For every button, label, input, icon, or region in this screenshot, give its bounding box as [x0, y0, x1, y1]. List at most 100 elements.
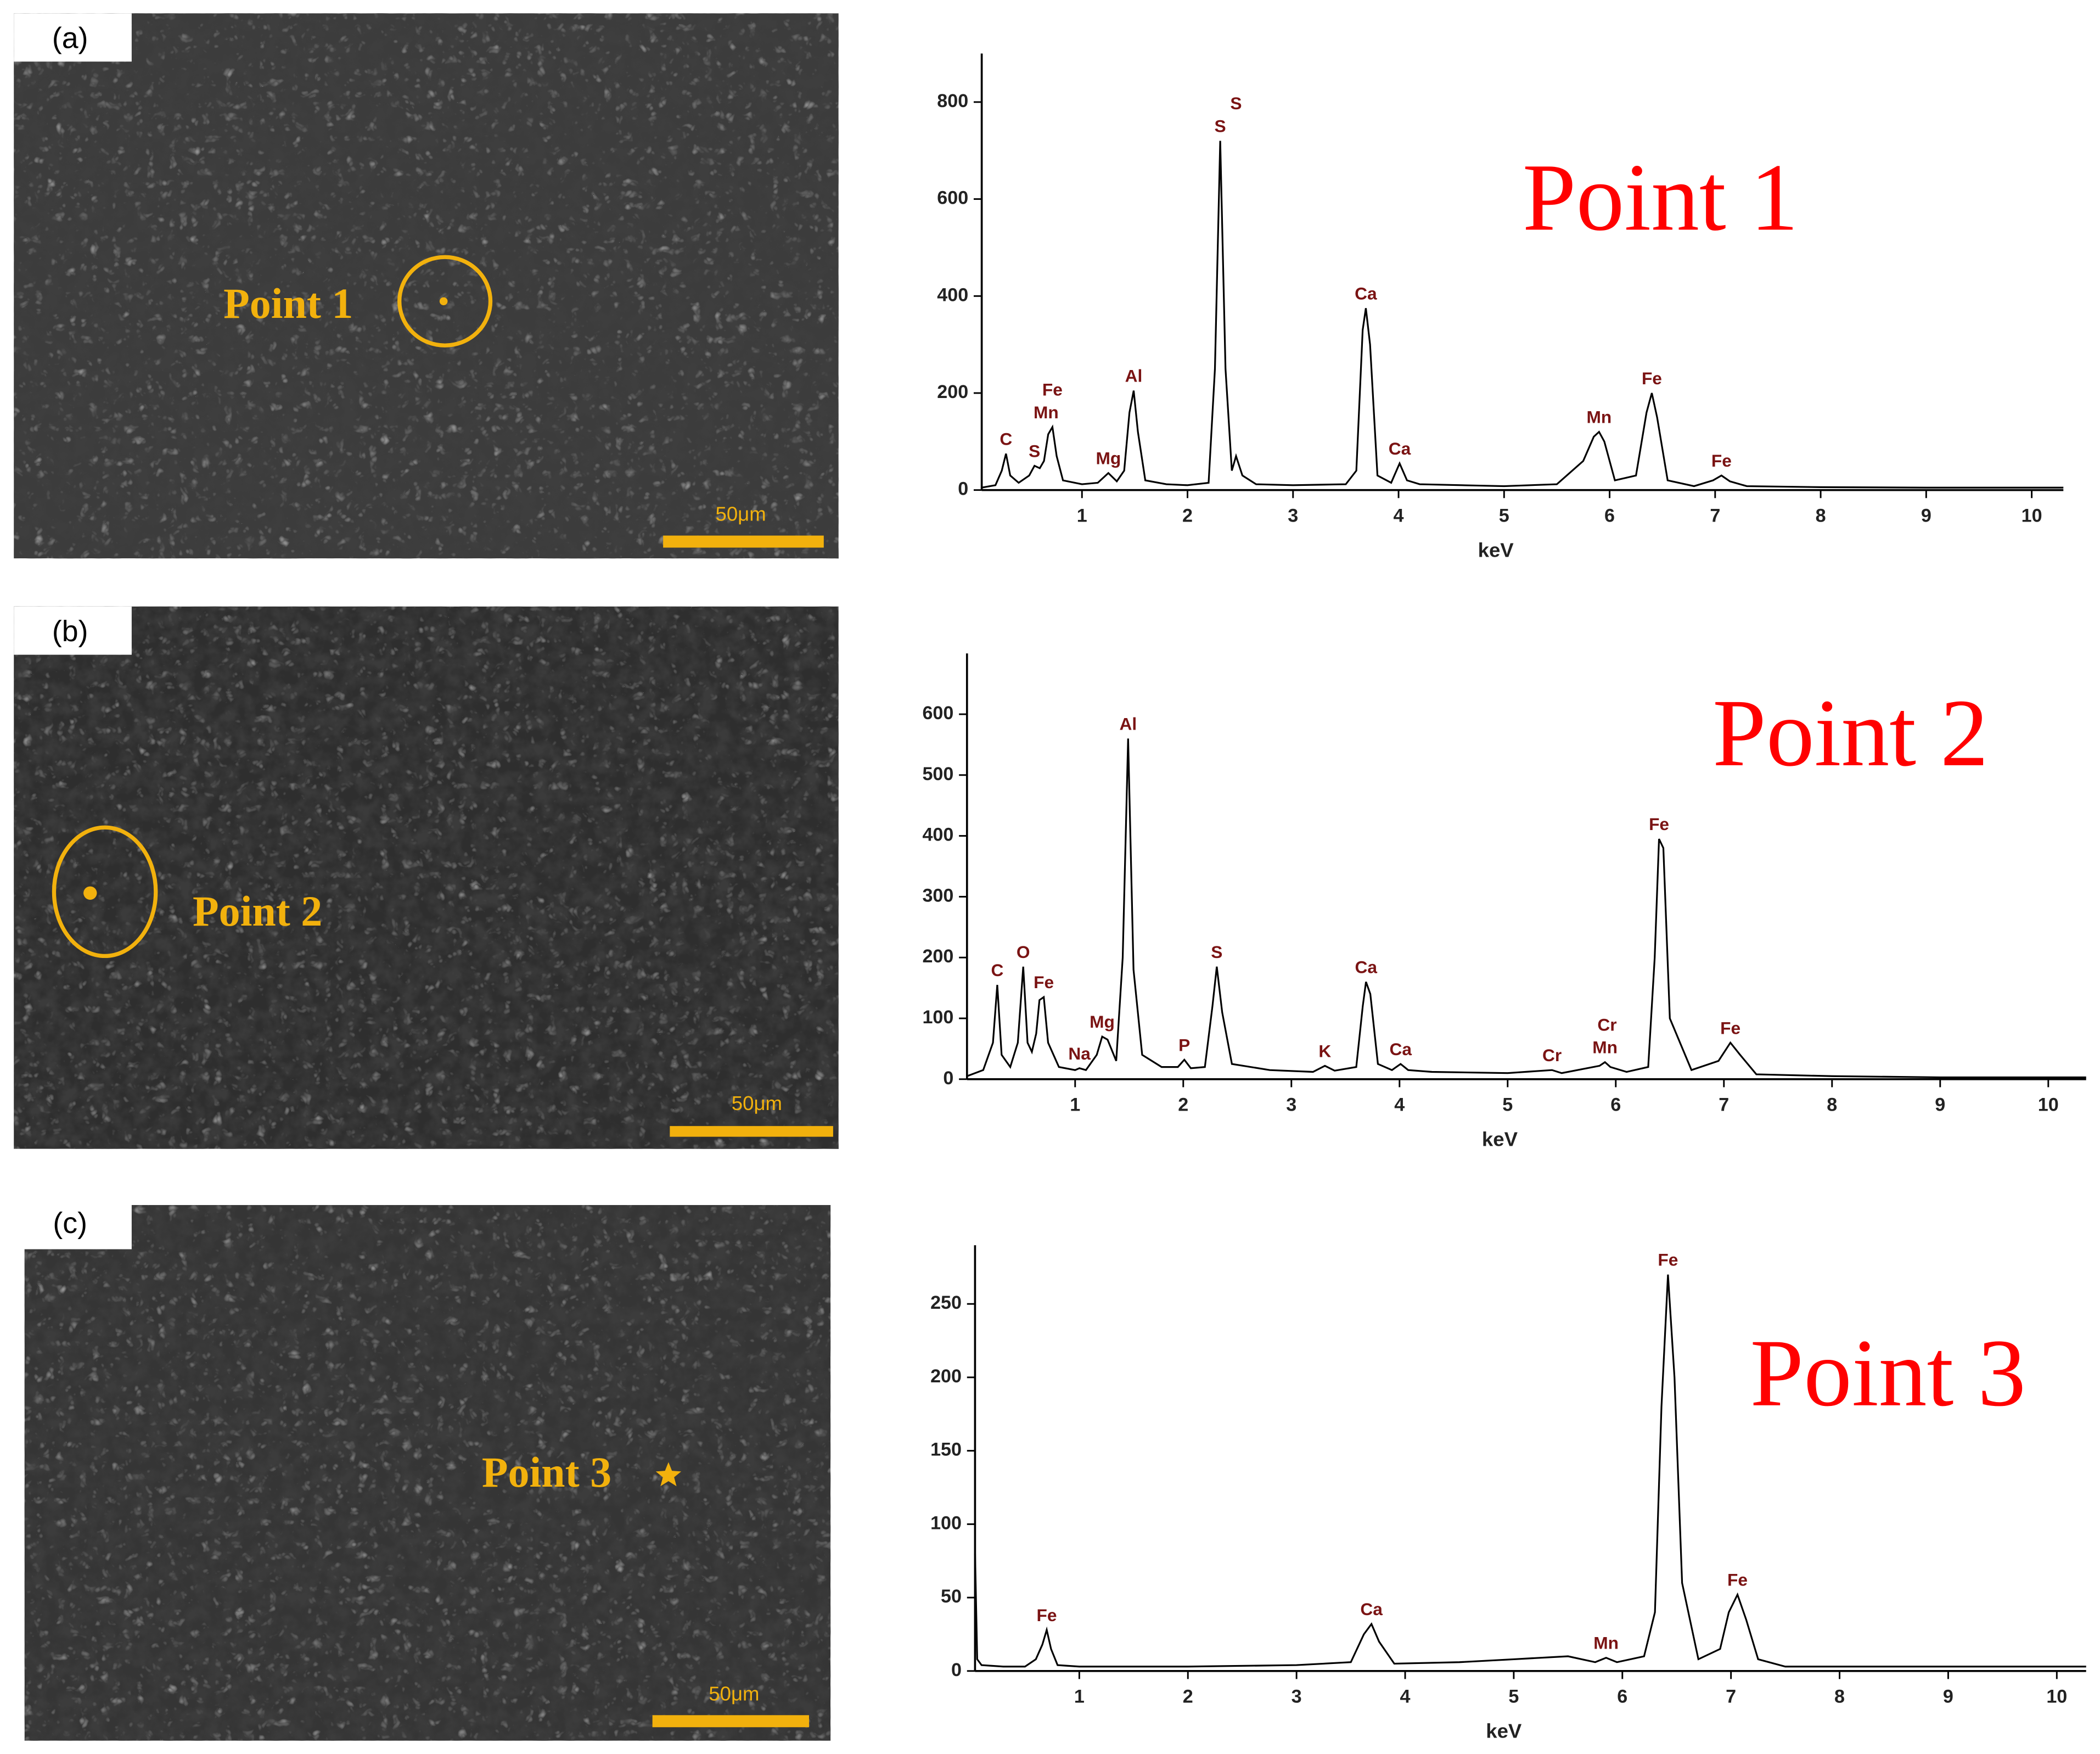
point-circle [397, 255, 493, 348]
peak-label: Fe [1042, 379, 1063, 399]
x-tick-label: 2 [1178, 1095, 1188, 1116]
peak-label: S [1230, 93, 1242, 113]
peak-label: S [1215, 116, 1226, 136]
y-tick-label: 600 [937, 188, 968, 209]
x-tick-label: 9 [1921, 505, 1931, 526]
x-tick-label: 4 [1400, 1686, 1411, 1707]
y-tick-label: 200 [930, 1366, 962, 1387]
x-tick-label: 10 [2038, 1095, 2059, 1116]
peak-label: Fe [1727, 1570, 1748, 1590]
peak-label: Ca [1360, 1599, 1383, 1619]
label-box [14, 606, 132, 655]
x-tick-label: 5 [1508, 1686, 1519, 1707]
y-tick-label: 250 [930, 1292, 962, 1313]
x-axis-title: keV [1478, 539, 1514, 561]
y-tick-label: 400 [922, 825, 953, 845]
peak-label: Ca [1389, 439, 1411, 458]
y-tick-label: 50 [941, 1586, 962, 1607]
point-label: Point 2 [193, 887, 322, 935]
panel-label: (b) [52, 615, 88, 648]
y-tick-label: 100 [930, 1512, 962, 1533]
y-tick-label: 400 [937, 284, 968, 305]
y-tick-label: 500 [922, 764, 953, 784]
peak-label: Ca [1389, 1039, 1412, 1059]
peak-label: K [1318, 1041, 1331, 1061]
scale-bar [652, 1715, 809, 1728]
peak-label: Al [1125, 366, 1143, 386]
x-tick-label: 6 [1604, 505, 1615, 526]
scale-bar [663, 535, 824, 548]
x-tick-label: 3 [1288, 505, 1298, 526]
peak-label: O [1017, 942, 1030, 962]
scale-bar [670, 1126, 833, 1137]
x-tick-label: 3 [1292, 1686, 1302, 1707]
peak-label: Mg [1090, 1012, 1115, 1032]
y-tick-label: 200 [922, 946, 953, 967]
peak-label: S [1029, 441, 1040, 461]
peak-label: P [1178, 1035, 1190, 1055]
peak-label: Fe [1649, 814, 1669, 834]
x-tick-label: 7 [1726, 1686, 1736, 1707]
x-tick-label: 7 [1719, 1095, 1729, 1116]
peak-label: Fe [1720, 1018, 1740, 1038]
peak-label: Fe [1037, 1605, 1057, 1625]
panel-label: (a) [52, 21, 88, 54]
x-tick-label: 3 [1286, 1095, 1296, 1116]
spectrum-line [967, 738, 2086, 1079]
y-tick-label: 0 [951, 1660, 962, 1680]
peak-label: Cr [1542, 1045, 1562, 1065]
point-dot [83, 886, 97, 900]
x-tick-label: 2 [1183, 1686, 1193, 1707]
label-box [14, 13, 132, 62]
sem-image [14, 13, 839, 559]
y-tick-label: 600 [922, 703, 953, 724]
spectrum-line [981, 141, 2064, 489]
y-tick-label: 300 [922, 885, 953, 906]
x-axis-title: keV [1486, 1720, 1522, 1742]
x-tick-label: 10 [2022, 505, 2042, 526]
peak-label: C [1000, 429, 1012, 449]
y-tick-label: 800 [937, 91, 968, 111]
label-box [14, 1201, 132, 1249]
spectrum-title: Point 3 [1750, 1320, 2026, 1426]
x-tick-label: 8 [1827, 1095, 1837, 1116]
point-circle [52, 825, 158, 959]
y-tick-label: 0 [958, 479, 968, 500]
peak-label: Al [1119, 714, 1137, 733]
peak-label: Mn [1593, 1633, 1619, 1653]
x-tick-label: 6 [1610, 1095, 1621, 1116]
x-tick-label: 1 [1077, 505, 1087, 526]
x-tick-label: 4 [1394, 1095, 1405, 1116]
peak-label: Mn [1586, 407, 1612, 427]
x-tick-label: 1 [1070, 1095, 1080, 1116]
point-label: Point 3 [482, 1448, 611, 1496]
x-tick-label: 4 [1394, 505, 1404, 526]
peak-label: Fe [1034, 972, 1054, 992]
peak-label: Na [1068, 1044, 1091, 1063]
peak-label: Ca [1355, 283, 1377, 303]
sem-image [24, 1205, 831, 1741]
y-tick-label: 200 [937, 382, 968, 402]
x-tick-label: 5 [1499, 505, 1509, 526]
sem-image [14, 606, 839, 1149]
x-tick-label: 7 [1710, 505, 1720, 526]
peak-label: Fe [1658, 1250, 1678, 1270]
scale-label: 50μm [715, 503, 766, 525]
peak-label: Mn [1592, 1038, 1618, 1057]
x-tick-label: 10 [2046, 1686, 2067, 1707]
spectrum-line [974, 1274, 2086, 1668]
peak-label: C [991, 960, 1004, 980]
x-tick-label: 5 [1502, 1095, 1513, 1116]
x-tick-label: 9 [1935, 1095, 1945, 1116]
peak-label: Fe [1642, 368, 1662, 388]
peak-label: S [1211, 942, 1222, 962]
spectrum-title: Point 2 [1712, 680, 1989, 786]
scale-label: 50μm [709, 1682, 759, 1705]
x-tick-label: 9 [1943, 1686, 1953, 1707]
panel-label: (c) [53, 1207, 87, 1240]
x-axis-title: keV [1482, 1128, 1518, 1151]
peak-label: Fe [1711, 451, 1732, 470]
peak-label: Cr [1597, 1015, 1616, 1034]
